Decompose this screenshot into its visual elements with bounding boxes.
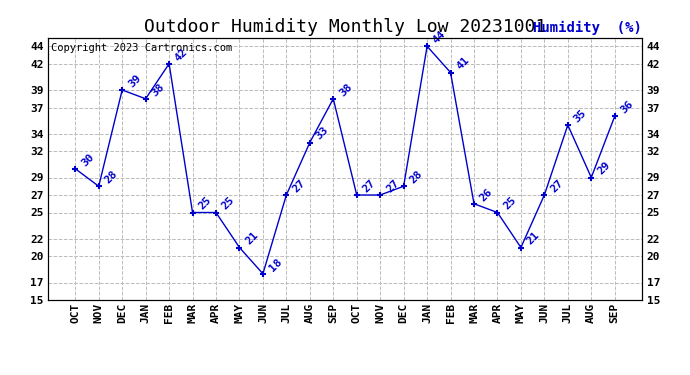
Text: 27: 27 (361, 178, 377, 194)
Text: Copyright 2023 Cartronics.com: Copyright 2023 Cartronics.com (51, 43, 233, 53)
Text: 38: 38 (337, 81, 354, 98)
Text: 29: 29 (595, 160, 612, 177)
Text: 27: 27 (549, 178, 565, 194)
Text: 39: 39 (126, 73, 143, 89)
Text: 18: 18 (267, 256, 284, 273)
Text: 28: 28 (408, 169, 424, 186)
Text: 21: 21 (244, 230, 260, 247)
Text: 44: 44 (431, 29, 448, 45)
Text: 42: 42 (173, 46, 190, 63)
Text: 27: 27 (290, 178, 307, 194)
Text: 41: 41 (455, 55, 471, 72)
Text: 38: 38 (150, 81, 166, 98)
Text: Humidity  (%): Humidity (%) (533, 21, 642, 35)
Text: 25: 25 (502, 195, 518, 212)
Text: 25: 25 (197, 195, 213, 212)
Text: 27: 27 (384, 178, 401, 194)
Text: 30: 30 (79, 152, 96, 168)
Text: 26: 26 (478, 186, 495, 203)
Text: 35: 35 (572, 108, 589, 124)
Text: 28: 28 (103, 169, 119, 186)
Text: 21: 21 (525, 230, 542, 247)
Text: 33: 33 (314, 125, 331, 142)
Text: 36: 36 (619, 99, 635, 116)
Title: Outdoor Humidity Monthly Low 20231001: Outdoor Humidity Monthly Low 20231001 (144, 18, 546, 36)
Text: 25: 25 (220, 195, 237, 212)
